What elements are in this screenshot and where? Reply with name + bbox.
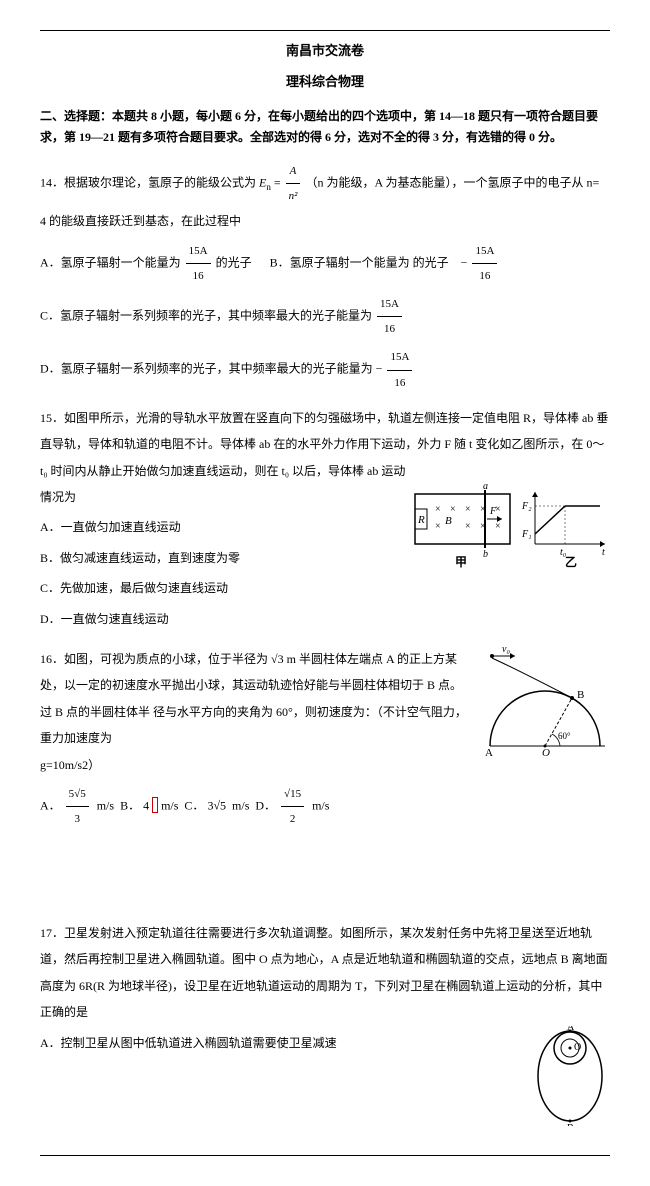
svg-text:O: O bbox=[542, 747, 550, 756]
q14-option-c: C．氢原子辐射一系列频率的光子，其中频率最大的光子能量为 15A 16 bbox=[40, 292, 610, 341]
svg-text:b: b bbox=[483, 549, 488, 560]
q16-options: A． 5√5 3 m/s B． 4 m/s C． 3√5 m/s D． √15 … bbox=[40, 782, 610, 831]
q14-eq: = bbox=[274, 175, 284, 189]
q16-svg: B 60° v₀ A O bbox=[480, 646, 610, 756]
question-15: 15．如图甲所示，光滑的导轨水平放置在竖直向下的匀强磁场中，轨道左侧连接一定值电… bbox=[40, 405, 610, 636]
svg-text:×: × bbox=[465, 504, 471, 515]
svg-text:B: B bbox=[577, 689, 584, 701]
svg-text:t: t bbox=[602, 547, 605, 558]
svg-text:B: B bbox=[445, 515, 452, 527]
q16-text-a: 16．如图，可视为质点的小球，位于半径为 bbox=[40, 652, 268, 666]
q16-diagram: B 60° v₀ A O bbox=[480, 646, 610, 765]
svg-text:A: A bbox=[485, 747, 493, 756]
q14-frac-den: n² bbox=[286, 184, 301, 208]
q15-diagram-jia-yi: R × × × × × × × × × B a b F 甲 bbox=[410, 484, 610, 574]
question-14: 14．根据玻尔理论，氢原子的能级公式为 En = A n² （n 为能级，A 为… bbox=[40, 159, 610, 395]
q17-diagram: O A B bbox=[530, 1026, 610, 1135]
svg-text:×: × bbox=[435, 521, 441, 532]
svg-text:甲: 甲 bbox=[455, 555, 467, 569]
svg-text:O: O bbox=[574, 1042, 581, 1053]
q14-text-a: 14．根据玻尔理论，氢原子的能级公式为 bbox=[40, 175, 256, 189]
svg-text:R: R bbox=[417, 514, 425, 526]
svg-text:F₂: F₂ bbox=[521, 501, 532, 512]
question-17: 17．卫星发射进入预定轨道往往需要进行多次轨道调整。如图所示，某次发射任务中先将… bbox=[40, 920, 610, 1135]
svg-text:×: × bbox=[450, 504, 456, 515]
q14-frac-num: A bbox=[286, 159, 301, 184]
svg-text:60°: 60° bbox=[558, 731, 571, 741]
header-rule bbox=[40, 30, 610, 31]
footer-rule bbox=[40, 1155, 610, 1156]
q15-figures: R × × × × × × × × × B a b F 甲 bbox=[410, 484, 610, 583]
q14-option-a: A．氢原子辐射一个能量为 15A 16 的光子 B．氢原子辐射一个能量为 的光子… bbox=[40, 239, 610, 288]
svg-text:B: B bbox=[567, 1123, 574, 1126]
q16-sqrt3: √3 bbox=[271, 652, 284, 666]
q15-option-d: D．一直做匀速直线运动 bbox=[40, 606, 610, 632]
q14-line2: 4 的能级直接跃迁到基态，在此过程中 bbox=[40, 208, 610, 234]
svg-text:×: × bbox=[435, 504, 441, 515]
question-16: B 60° v₀ A O 16．如图，可视为质点的小球，位于半径为 √3 m 半… bbox=[40, 646, 610, 835]
q17-option-a: A．控制卫星从图中低轨道进入椭圆轨道需要使卫星减速 bbox=[40, 1030, 610, 1056]
q14-text-b: （n 为能级，A 为基态能量），一个氢原子中的电子从 n= bbox=[305, 175, 599, 189]
svg-text:乙: 乙 bbox=[565, 555, 577, 569]
q15-text: 15．如图甲所示，光滑的导轨水平放置在竖直向下的匀强磁场中，轨道左侧连接一定值电… bbox=[40, 405, 610, 484]
q14-option-d: D．氢原子辐射一系列频率的光子，其中频率最大的光子能量为 − 15A 16 bbox=[40, 345, 610, 394]
q17-svg: O A B bbox=[530, 1026, 610, 1126]
svg-text:×: × bbox=[495, 521, 501, 532]
q14-frac: A n² bbox=[286, 159, 301, 208]
svg-text:a: a bbox=[483, 484, 488, 492]
section-header: 二、选择题：本题共 8 小题，每小题 6 分，在每小题给出的四个选项中，第 14… bbox=[40, 106, 610, 149]
exam-title: 南昌市交流卷 bbox=[40, 39, 610, 62]
svg-text:F: F bbox=[489, 506, 497, 517]
exam-subtitle: 理科综合物理 bbox=[40, 70, 610, 93]
q14-formula-sub: n bbox=[266, 182, 271, 192]
svg-text:×: × bbox=[465, 521, 471, 532]
q17-text: 17．卫星发射进入预定轨道往往需要进行多次轨道调整。如图所示，某次发射任务中先将… bbox=[40, 920, 610, 1026]
svg-text:F₁: F₁ bbox=[521, 529, 532, 540]
svg-text:v₀: v₀ bbox=[502, 646, 510, 655]
